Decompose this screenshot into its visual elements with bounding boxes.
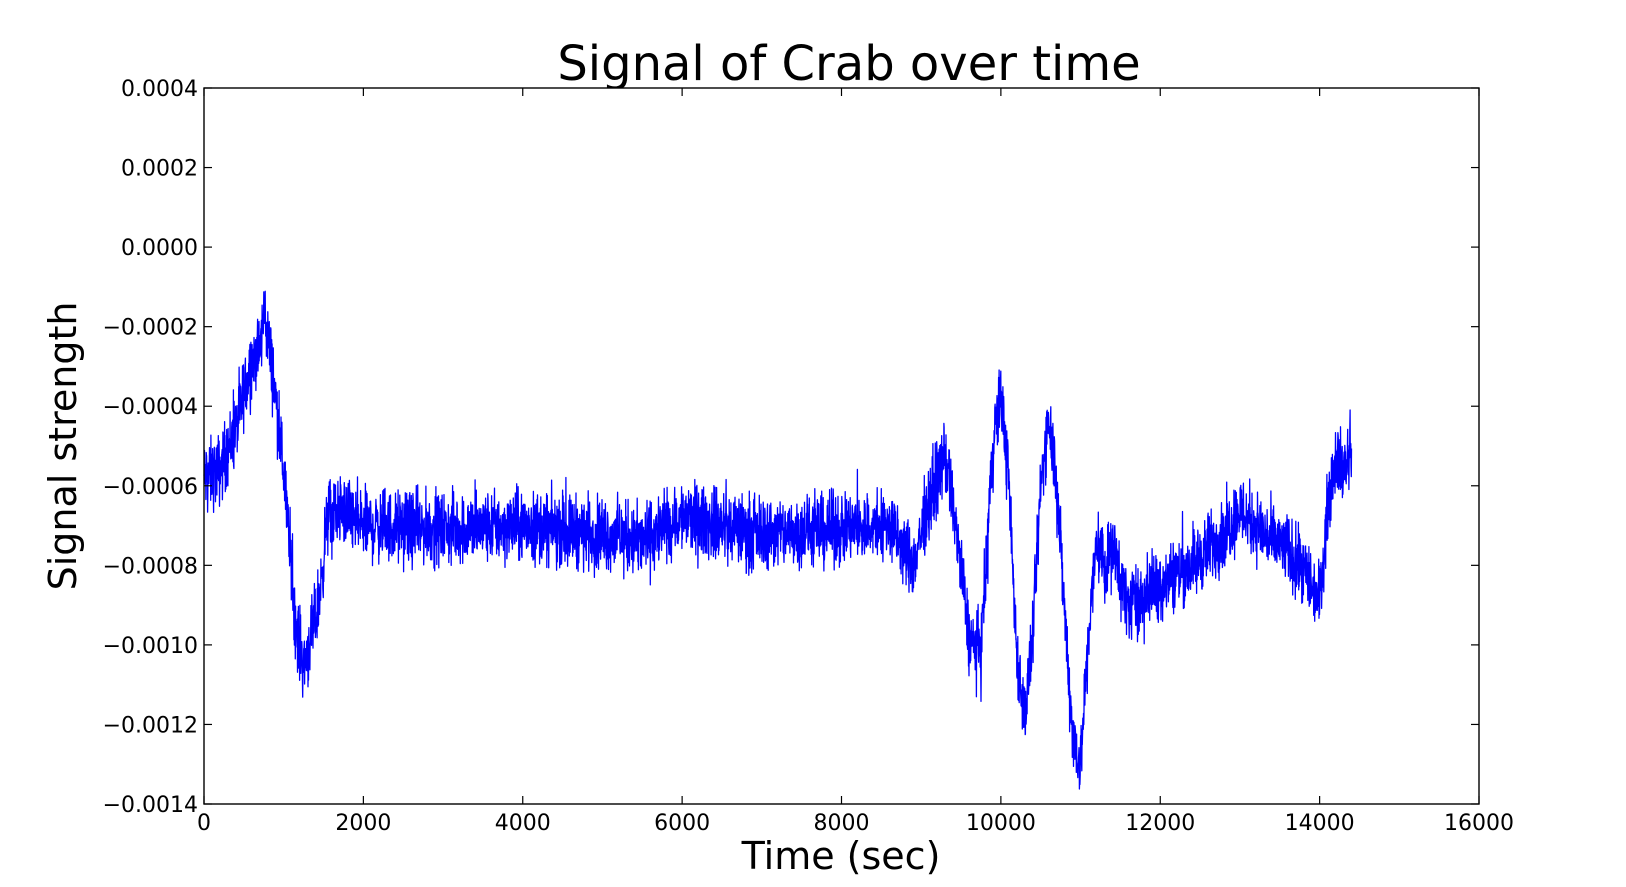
x-tick-label: 6000 <box>654 811 710 836</box>
y-tick-label: −0.0002 <box>103 316 198 341</box>
x-tick-label: 8000 <box>814 811 870 836</box>
y-tick-label: −0.0010 <box>103 634 198 659</box>
series-line <box>203 290 1353 790</box>
x-tick-label: 2000 <box>335 811 391 836</box>
y-tick-label: −0.0012 <box>103 713 198 738</box>
x-tick-label: 12000 <box>1125 811 1195 836</box>
y-tick-label: −0.0006 <box>103 475 198 500</box>
x-tick-label: 16000 <box>1444 811 1514 836</box>
y-tick-label: 0.0002 <box>121 157 198 182</box>
y-tick-label: −0.0008 <box>103 554 198 579</box>
x-tick-label: 14000 <box>1285 811 1355 836</box>
y-tick-label: 0.0004 <box>121 77 198 102</box>
x-axis-label: Time (sec) <box>741 834 941 878</box>
x-tick-label: 10000 <box>966 811 1036 836</box>
x-tick-label: 0 <box>197 811 211 836</box>
y-tick-label: −0.0014 <box>103 793 198 818</box>
plot-background <box>204 88 1479 804</box>
x-axis: 0 2000 4000 6000 8000 10000 12000 14000 16000 <box>197 88 1514 836</box>
plot-area <box>203 87 1480 805</box>
y-tick-label: 0.0000 <box>121 236 198 261</box>
y-axis: 0.0004 0.0002 0.0000 −0.0002 −0.0004 −0.0006 −… <box>103 77 1479 818</box>
chart-title: Signal of Crab over time <box>557 36 1140 92</box>
y-tick-label: −0.0004 <box>103 395 198 420</box>
y-axis-label: Signal strength <box>41 302 85 591</box>
x-tick-label: 4000 <box>495 811 551 836</box>
